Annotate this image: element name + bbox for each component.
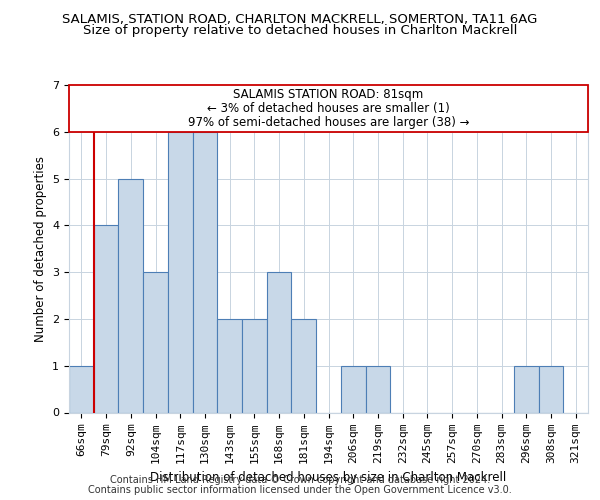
- Bar: [193, 132, 217, 412]
- Bar: [118, 178, 143, 412]
- Bar: [168, 132, 193, 412]
- Text: Contains HM Land Registry data © Crown copyright and database right 2024.: Contains HM Land Registry data © Crown c…: [110, 475, 490, 485]
- Text: ← 3% of detached houses are smaller (1): ← 3% of detached houses are smaller (1): [207, 102, 450, 115]
- Bar: [539, 366, 563, 412]
- Text: Size of property relative to detached houses in Charlton Mackrell: Size of property relative to detached ho…: [83, 24, 517, 37]
- Text: SALAMIS STATION ROAD: 81sqm: SALAMIS STATION ROAD: 81sqm: [233, 88, 424, 101]
- Bar: [267, 272, 292, 412]
- FancyBboxPatch shape: [69, 85, 588, 132]
- Text: 97% of semi-detached houses are larger (38) →: 97% of semi-detached houses are larger (…: [188, 116, 469, 129]
- Y-axis label: Number of detached properties: Number of detached properties: [34, 156, 47, 342]
- Bar: [143, 272, 168, 412]
- Bar: [217, 319, 242, 412]
- Bar: [341, 366, 365, 412]
- Text: SALAMIS, STATION ROAD, CHARLTON MACKRELL, SOMERTON, TA11 6AG: SALAMIS, STATION ROAD, CHARLTON MACKRELL…: [62, 12, 538, 26]
- Bar: [94, 226, 118, 412]
- Bar: [242, 319, 267, 412]
- X-axis label: Distribution of detached houses by size in Charlton Mackrell: Distribution of detached houses by size …: [151, 471, 506, 484]
- Text: Contains public sector information licensed under the Open Government Licence v3: Contains public sector information licen…: [88, 485, 512, 495]
- Bar: [514, 366, 539, 412]
- Bar: [292, 319, 316, 412]
- Bar: [69, 366, 94, 412]
- Bar: [365, 366, 390, 412]
